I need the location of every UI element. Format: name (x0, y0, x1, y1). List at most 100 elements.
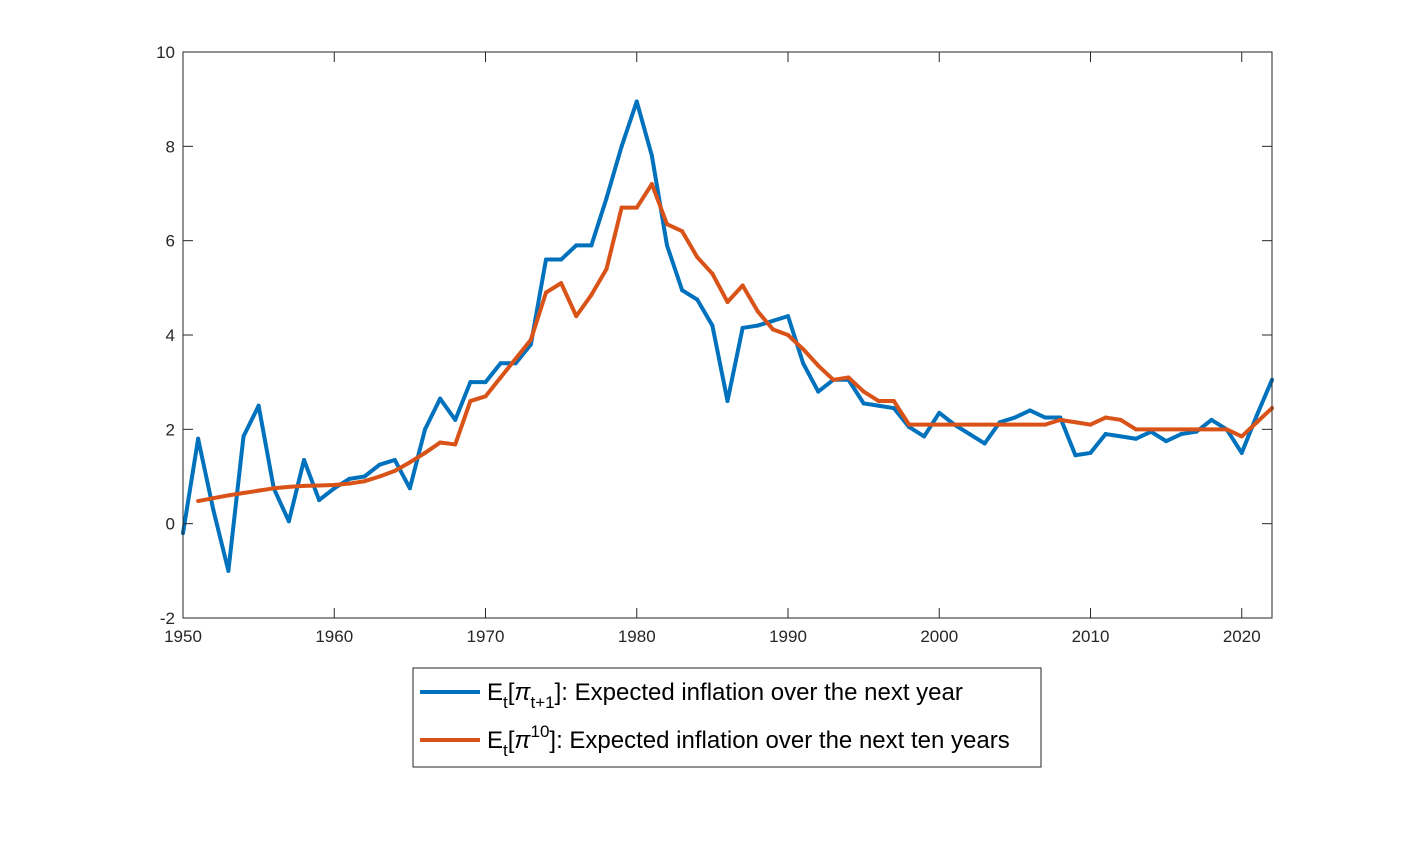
data-point (604, 266, 609, 271)
data-point (876, 399, 881, 404)
data-point (801, 347, 806, 352)
data-point (1088, 450, 1093, 455)
x-tick-label: 2010 (1072, 627, 1110, 646)
data-point (967, 422, 972, 427)
data-point (740, 325, 745, 330)
ticks-layer: 1950 1960 1970 1980 1990 2000 2010 2020 -2 0 2 4 6 8 1… (156, 43, 1272, 646)
data-point (559, 281, 564, 286)
data-point (211, 496, 216, 501)
data-point (347, 481, 352, 486)
data-point (755, 323, 760, 328)
y-tick-label: -2 (160, 609, 175, 628)
data-point (544, 290, 548, 295)
y-tick-label: 4 (166, 326, 175, 345)
data-point (861, 389, 866, 394)
data-point (317, 483, 322, 488)
y-tick-label: 6 (166, 232, 175, 251)
x-tick-label: 2020 (1223, 627, 1261, 646)
x-tick-label: 1970 (467, 627, 505, 646)
data-point (619, 205, 624, 210)
series-line-1 (197, 182, 1274, 503)
data-point (513, 356, 518, 361)
data-point (347, 476, 352, 481)
series-1 (196, 182, 1274, 504)
data-point (377, 462, 382, 467)
data-point (604, 196, 609, 201)
data-point (801, 361, 806, 366)
x-tick-label: 1990 (769, 627, 807, 646)
data-point (241, 491, 246, 496)
data-point (876, 403, 881, 408)
data-point (1058, 417, 1063, 422)
data-point (891, 406, 896, 411)
plot-background (183, 52, 1272, 618)
series-layer (181, 99, 1274, 573)
data-point (1043, 422, 1048, 427)
y-tick-label: 10 (156, 43, 175, 62)
data-point (1088, 422, 1093, 427)
data-point (710, 323, 715, 328)
data-point (498, 361, 503, 366)
data-point (680, 288, 685, 293)
data-point (226, 568, 231, 573)
data-point (241, 434, 246, 439)
data-point (1224, 427, 1229, 432)
y-tick-label: 2 (166, 420, 175, 439)
data-point (786, 314, 790, 319)
data-point (1164, 427, 1169, 432)
data-point (816, 363, 821, 368)
data-point (1194, 427, 1199, 432)
data-point (574, 243, 579, 248)
data-point (1179, 432, 1184, 437)
data-point (256, 403, 261, 408)
data-point (1209, 417, 1214, 422)
data-point (634, 99, 639, 104)
data-point (1012, 422, 1017, 427)
data-point (377, 474, 382, 479)
data-point (1254, 420, 1259, 425)
data-point (695, 255, 700, 260)
data-point (861, 401, 866, 406)
legend: Et[πt+1]: Expected inflation over the ne… (412, 667, 1042, 768)
data-point (770, 318, 775, 323)
data-point (1012, 415, 1017, 420)
data-point (937, 422, 942, 427)
data-point (816, 389, 821, 394)
data-point (725, 299, 730, 304)
data-point (922, 434, 927, 439)
data-point (619, 144, 624, 149)
data-point (438, 396, 443, 401)
data-point (1239, 434, 1244, 439)
data-point (196, 436, 201, 441)
data-point (922, 422, 927, 427)
data-point (1254, 413, 1259, 418)
legend-label: Et[πt+1]: Expected inflation over the ne… (487, 679, 963, 712)
data-point (1149, 427, 1153, 432)
data-point (1133, 436, 1138, 441)
legend-label: Et[π10]: Expected inflation over the nex… (487, 722, 1010, 760)
data-point (362, 474, 367, 479)
data-point (755, 309, 760, 314)
data-point (997, 422, 1002, 427)
data-point (392, 457, 397, 462)
x-tick-label: 1950 (164, 627, 202, 646)
data-point (589, 292, 594, 297)
legend-entry-1: Et[π10]: Expected inflation over the nex… (420, 722, 1010, 760)
data-point (1103, 432, 1108, 437)
y-tick-label: 0 (166, 515, 175, 534)
data-point (468, 380, 473, 385)
data-point (907, 422, 911, 427)
data-point (1073, 453, 1078, 458)
data-point (332, 486, 337, 491)
data-point (634, 205, 639, 210)
x-tick-label: 1960 (315, 627, 353, 646)
data-point (952, 422, 957, 427)
data-point (423, 450, 427, 455)
data-point (1239, 450, 1244, 455)
data-point (438, 440, 443, 445)
data-point (1118, 434, 1123, 439)
data-point (710, 271, 715, 276)
data-point (211, 507, 216, 512)
data-point (362, 479, 367, 484)
